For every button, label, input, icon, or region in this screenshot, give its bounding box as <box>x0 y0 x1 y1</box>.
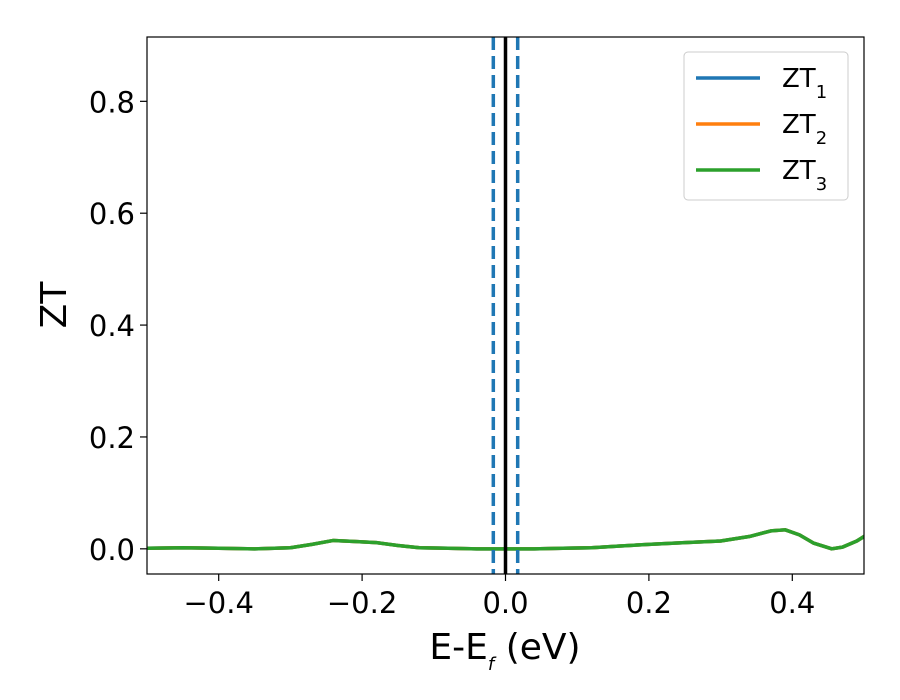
x-tick-label: −0.2 <box>327 586 397 620</box>
legend-box <box>683 51 849 201</box>
x-tick-label: −0.4 <box>183 586 253 620</box>
y-tick-label: 0.8 <box>89 85 135 119</box>
y-axis-ticks: 0.0 0.2 0.4 0.6 0.8 <box>89 85 147 567</box>
legend-entries: ZT1 ZT2 ZT3 <box>696 64 827 195</box>
series-layer <box>147 528 864 551</box>
x-axis-label: E-Ef (eV) <box>429 627 580 675</box>
y-tick-label: 0.2 <box>89 421 135 455</box>
x-tick-label: 0.0 <box>482 586 528 620</box>
legend: ZT1 ZT2 ZT3 <box>683 51 849 201</box>
vline-layer <box>491 37 520 574</box>
legend-label-2: ZT2 <box>782 110 827 149</box>
x-axis-ticks: −0.4 −0.2 0.0 0.2 0.4 <box>183 574 815 620</box>
y-tick-label: 0.6 <box>89 197 135 231</box>
legend-label-3: ZT3 <box>782 156 827 195</box>
series-line-3 <box>147 528 864 551</box>
y-tick-label: 0.0 <box>89 533 135 567</box>
y-tick-label: 0.4 <box>89 309 135 343</box>
x-tick-label: 0.2 <box>626 586 672 620</box>
legend-label-1: ZT1 <box>782 64 827 103</box>
y-axis-label: ZT <box>34 281 75 329</box>
x-tick-label: 0.4 <box>769 586 815 620</box>
